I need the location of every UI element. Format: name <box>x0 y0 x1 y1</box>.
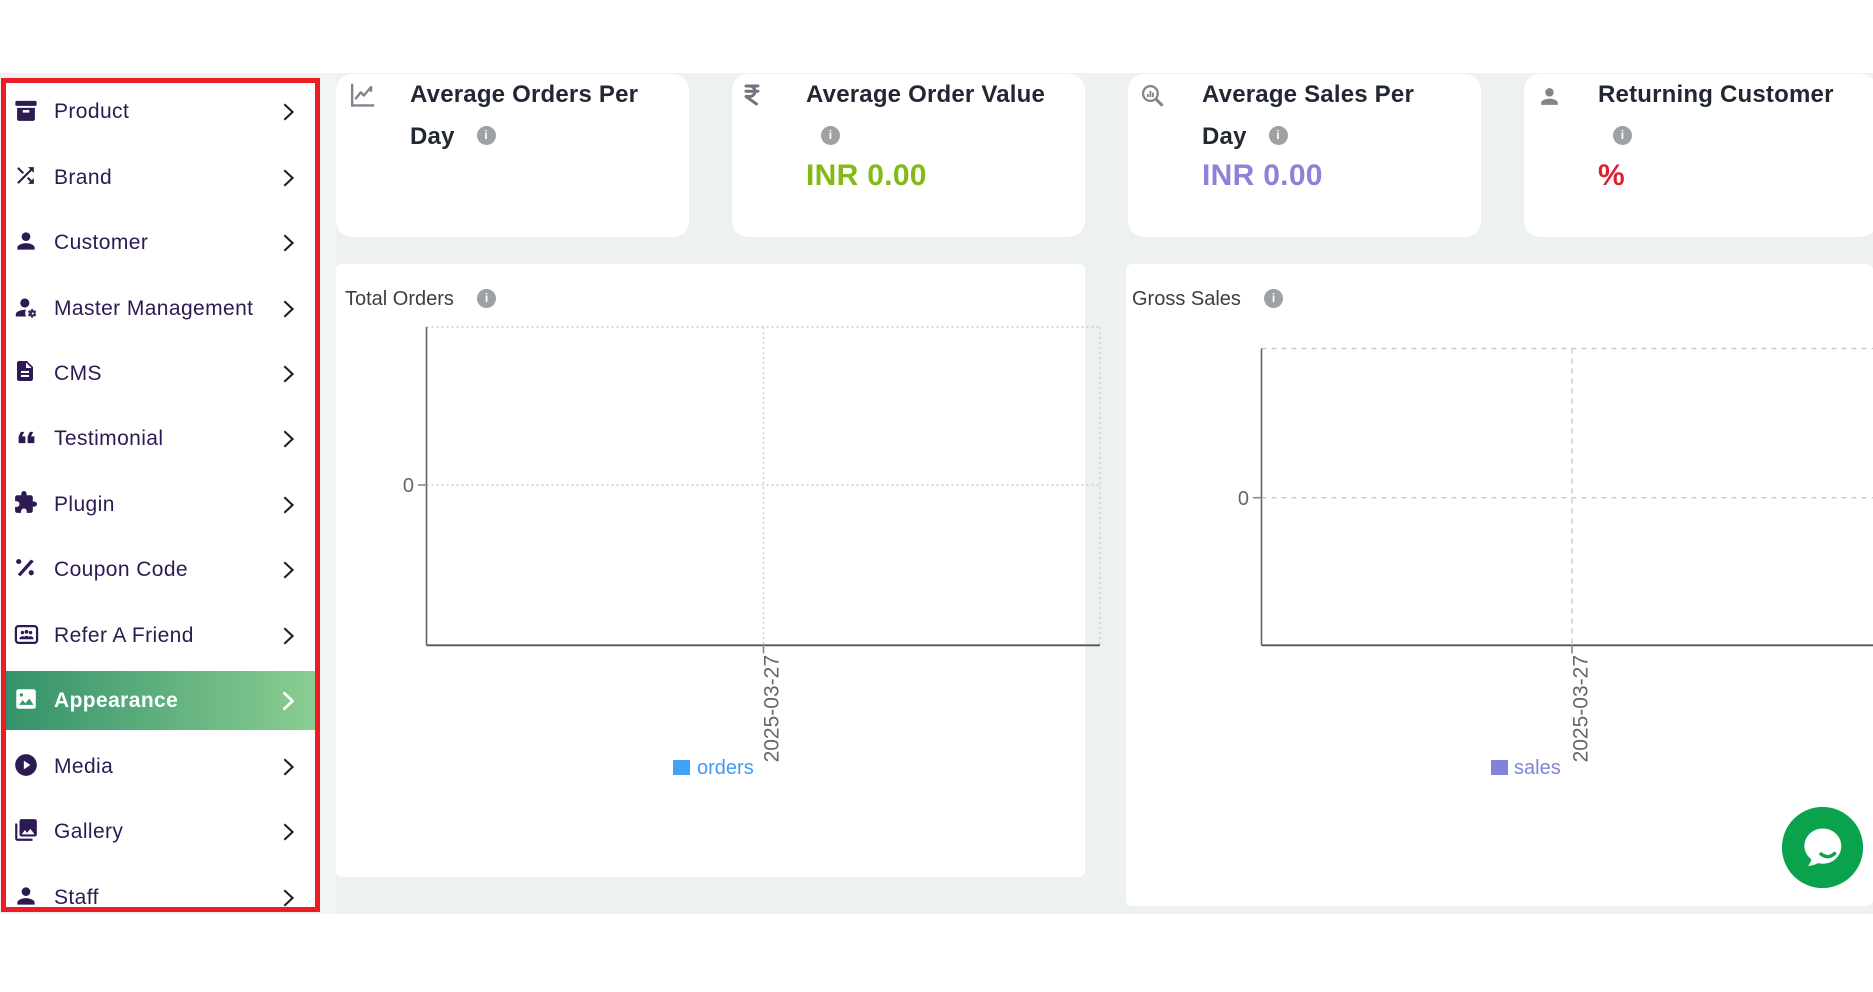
svg-text:orders: orders <box>697 757 754 779</box>
svg-text:0: 0 <box>1238 488 1249 510</box>
svg-text:0: 0 <box>403 475 414 497</box>
svg-text:sales: sales <box>1514 757 1561 779</box>
svg-text:2025-03-27: 2025-03-27 <box>760 655 783 762</box>
svg-text:2025-03-27: 2025-03-27 <box>1569 655 1592 762</box>
